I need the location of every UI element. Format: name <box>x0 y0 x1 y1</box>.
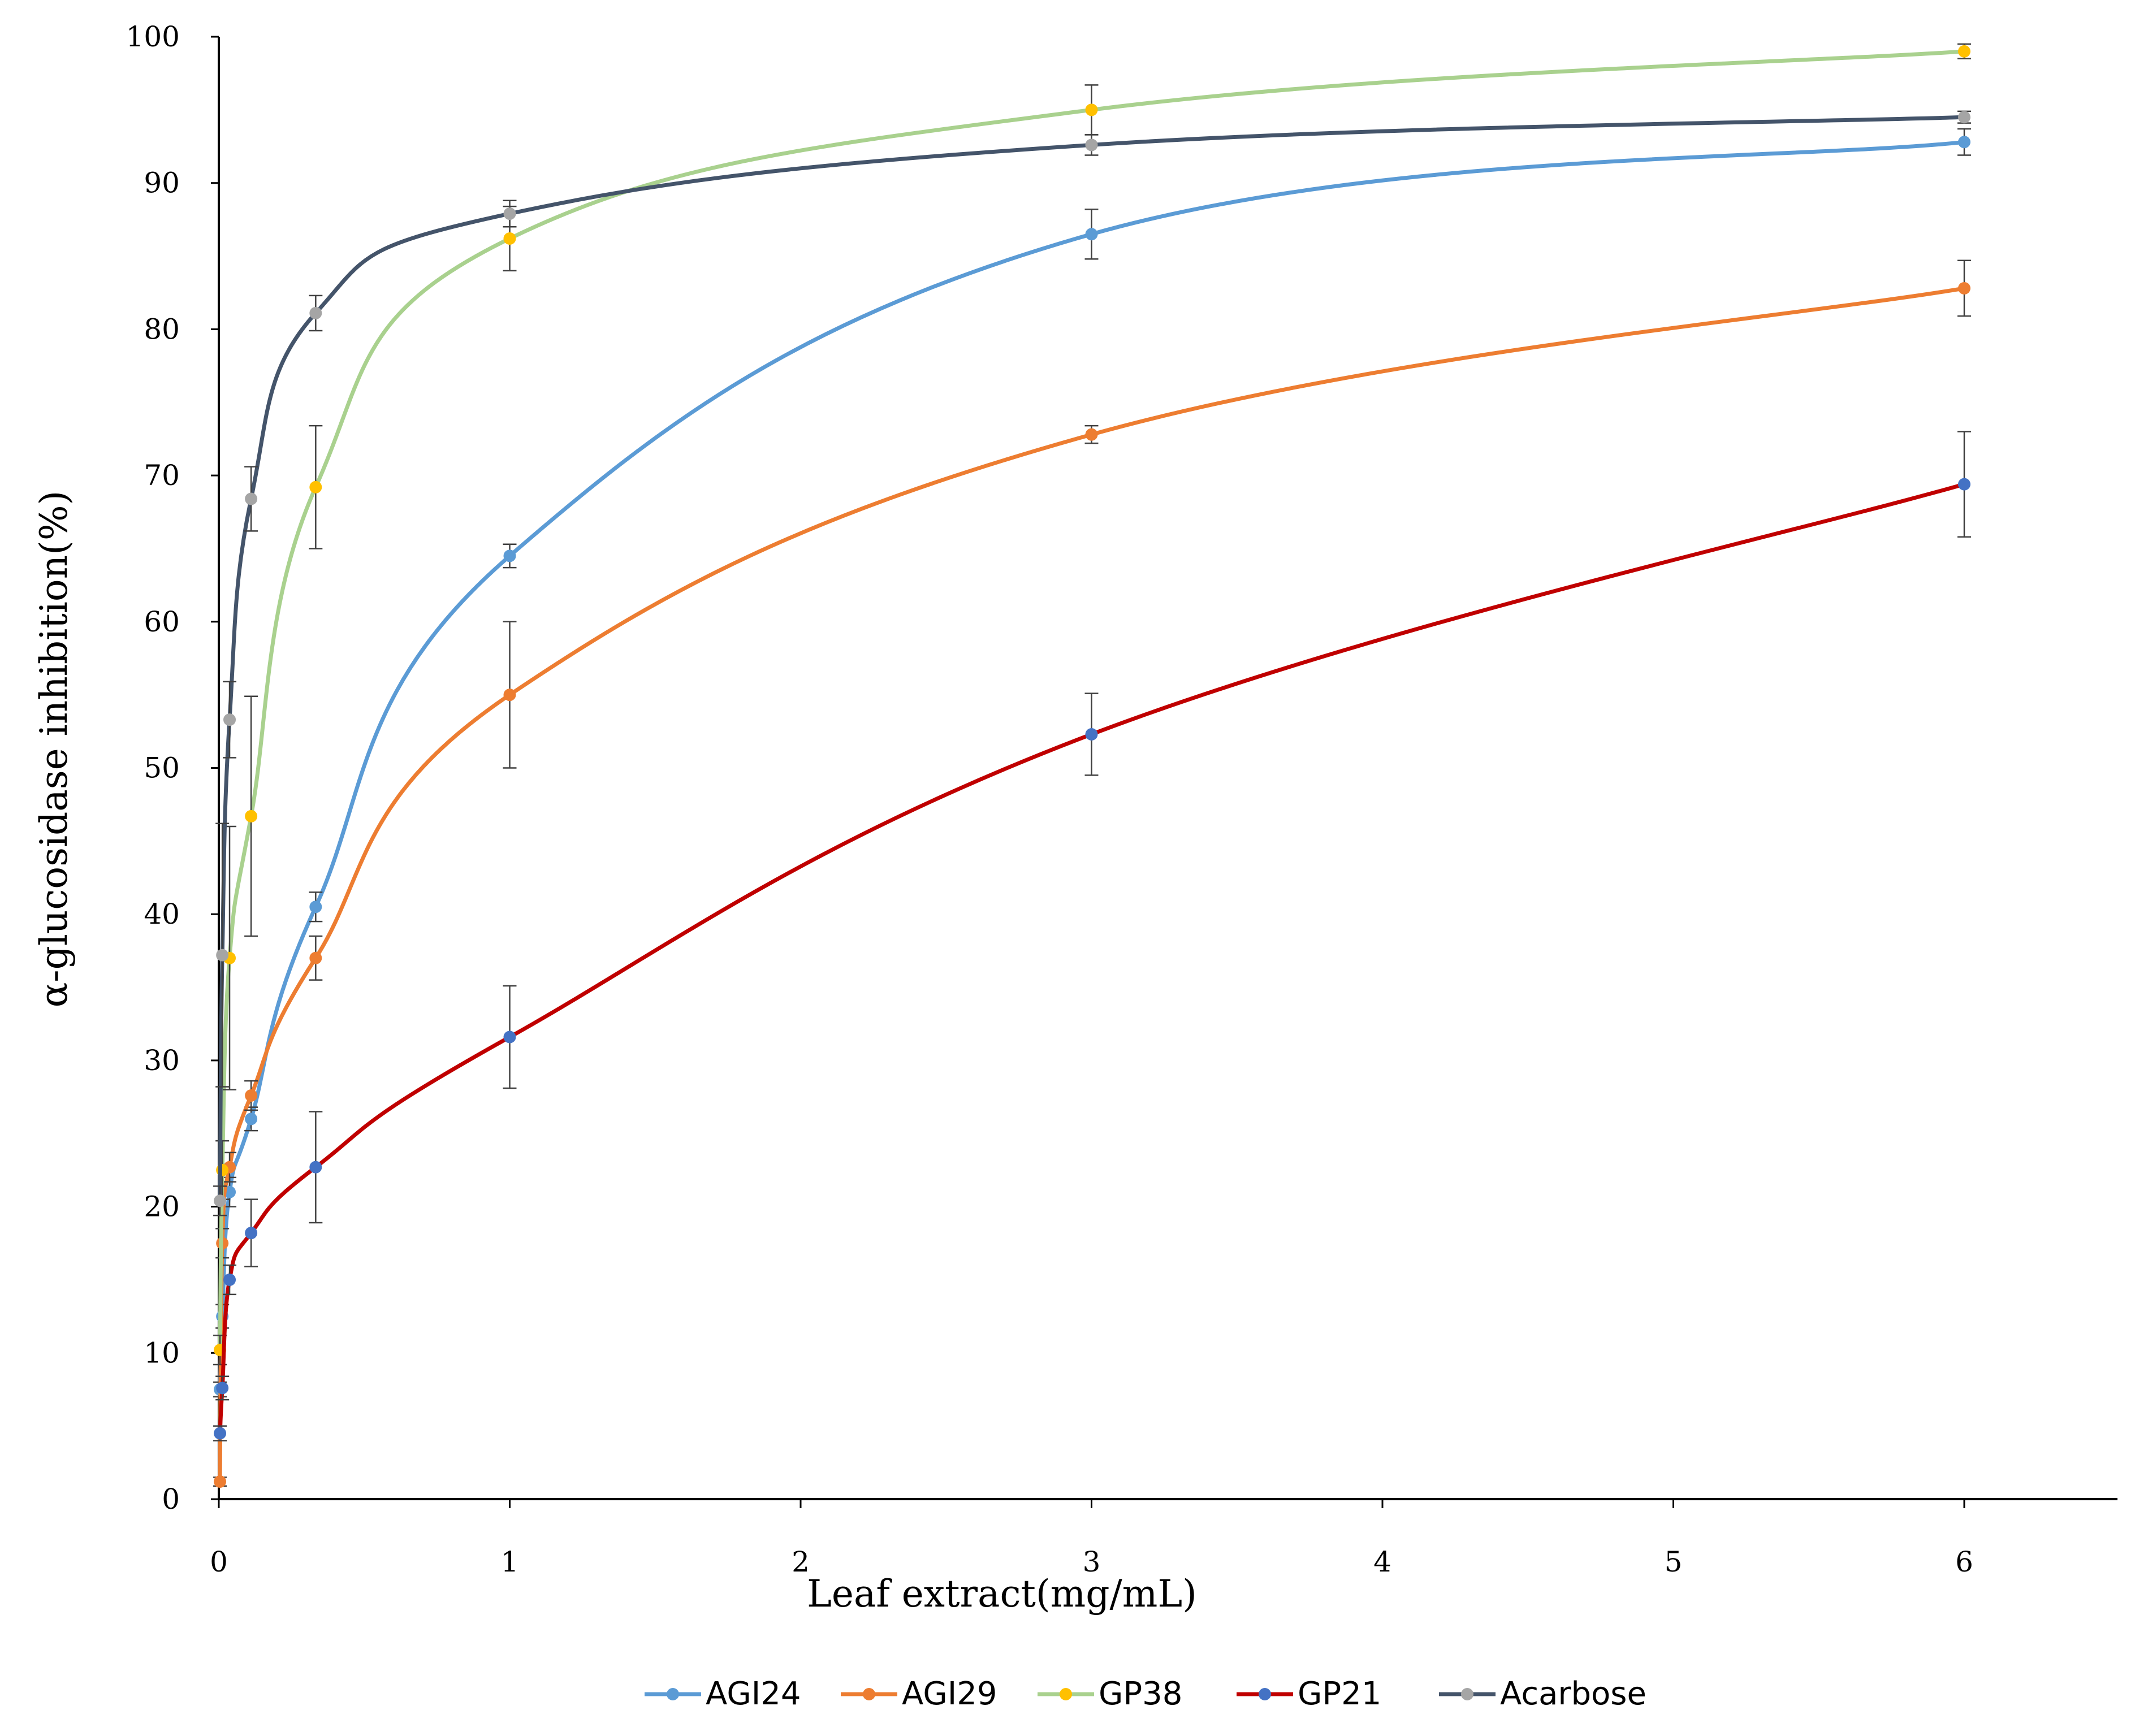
legend: AGI24 AGI29 GP38 GP21 Acarbose <box>645 1676 1646 1712</box>
series-layer <box>213 43 1971 1488</box>
legend-label: Acarbose <box>1500 1676 1646 1712</box>
data-point <box>1085 728 1098 741</box>
axes: 0 10 20 30 40 50 60 70 80 90 100 0 1 2 3 4 5 6 <box>126 20 2117 1578</box>
data-point <box>245 1089 258 1102</box>
legend-item-gp21: GP21 <box>1237 1676 1381 1712</box>
legend-label: GP38 <box>1099 1676 1182 1712</box>
data-point <box>1958 282 1970 295</box>
y-tick-label: 40 <box>144 898 180 930</box>
data-point <box>503 232 516 245</box>
series-acarbose <box>213 110 1971 1217</box>
data-point <box>1085 428 1098 441</box>
data-point <box>214 1194 227 1207</box>
series-line-gp21 <box>218 482 1967 1436</box>
x-tick-label: 4 <box>1373 1545 1391 1578</box>
series-line-agi29 <box>218 286 1967 1484</box>
legend-marker <box>1060 1688 1072 1700</box>
y-tick-label: 10 <box>144 1336 180 1369</box>
data-point <box>1085 228 1098 241</box>
data-point <box>309 951 322 964</box>
data-point <box>1958 136 1970 149</box>
y-tick-label: 60 <box>144 605 180 638</box>
y-tick-label: 80 <box>144 313 180 345</box>
data-point <box>214 1427 227 1440</box>
data-point <box>1958 111 1970 124</box>
x-tick-label: 1 <box>501 1545 519 1578</box>
legend-marker <box>1259 1688 1271 1700</box>
legend-marker <box>863 1688 875 1700</box>
x-tick-label: 5 <box>1665 1545 1683 1578</box>
y-axis-title: α-glucosidase inhibition(%) <box>32 491 76 1008</box>
data-point <box>309 901 322 914</box>
x-tick-label: 6 <box>1955 1545 1973 1578</box>
data-point <box>503 207 516 220</box>
data-point <box>245 809 258 822</box>
data-point <box>1958 45 1970 58</box>
legend-item-acarbose: Acarbose <box>1439 1676 1646 1712</box>
data-point <box>245 1112 258 1125</box>
x-tick-label: 0 <box>210 1545 228 1578</box>
series-agi29 <box>213 259 1971 1488</box>
legend-label: AGI29 <box>902 1676 997 1712</box>
y-tick-label: 20 <box>144 1190 180 1223</box>
y-tick-label: 90 <box>144 167 180 200</box>
legend-marker <box>667 1688 679 1700</box>
data-point <box>309 1161 322 1174</box>
y-tick-label: 70 <box>144 459 180 492</box>
x-axis-title: Leaf extract(mg/mL) <box>807 1572 1197 1616</box>
data-point <box>1085 103 1098 116</box>
x-tick-label: 3 <box>1083 1545 1101 1578</box>
legend-item-gp38: GP38 <box>1038 1676 1182 1712</box>
series-gp21 <box>213 431 1971 1441</box>
data-point <box>214 1475 227 1488</box>
data-point <box>503 1031 516 1044</box>
data-point <box>216 949 229 962</box>
series-line-acarbose <box>218 115 1967 1203</box>
data-point <box>245 1227 258 1240</box>
series-line-gp38 <box>218 49 1967 1352</box>
data-point <box>1085 138 1098 151</box>
y-tick-label: 50 <box>144 752 180 785</box>
data-point <box>309 306 322 319</box>
data-point <box>503 549 516 562</box>
y-tick-label: 0 <box>162 1483 180 1516</box>
data-point <box>309 480 322 493</box>
legend-item-agi29: AGI29 <box>841 1676 997 1712</box>
data-point <box>245 492 258 505</box>
data-point <box>223 713 236 726</box>
legend-label: GP21 <box>1298 1676 1381 1712</box>
data-point <box>223 1273 236 1286</box>
y-tick-label: 100 <box>126 20 180 53</box>
data-point <box>503 689 516 702</box>
legend-marker <box>1461 1688 1473 1700</box>
y-tick-label: 30 <box>144 1044 180 1077</box>
data-point <box>1958 478 1970 491</box>
x-tick-label: 2 <box>792 1545 810 1578</box>
data-point <box>216 1382 229 1395</box>
legend-label: AGI24 <box>706 1676 801 1712</box>
data-point <box>216 1163 229 1176</box>
legend-item-agi24: AGI24 <box>645 1676 801 1712</box>
